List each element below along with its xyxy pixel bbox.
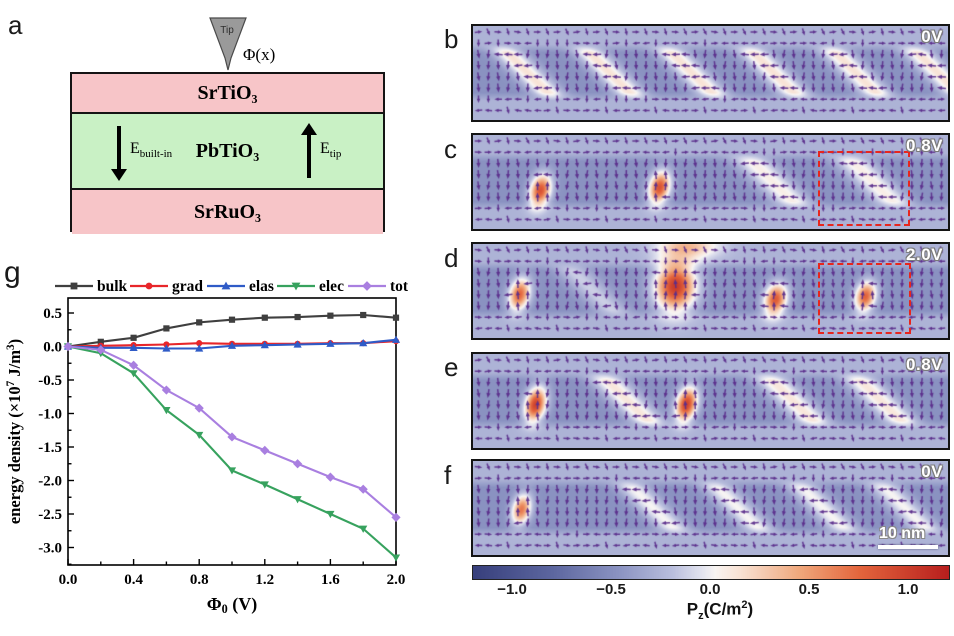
- colorbar-tick-0: −1.0: [497, 581, 527, 598]
- colorbar-tick-1: −0.5: [596, 581, 626, 598]
- svg-text:elec: elec: [319, 278, 344, 295]
- layer-srtio3: SrTiO₃: [72, 74, 383, 112]
- svg-text:0.8: 0.8: [190, 572, 209, 588]
- chart-frame: [67, 297, 397, 566]
- scalebar-label: 10 nm: [879, 525, 926, 542]
- vector-field-canvas-d: [473, 244, 948, 338]
- svg-text:-1.5: -1.5: [38, 440, 62, 456]
- svg-text:2.0: 2.0: [387, 572, 406, 588]
- chart-legend: bulk grad elas elec tot: [55, 278, 409, 295]
- energy-density-chart: 0.5 0.0 -0.5 -1.0 -1.5 -2.0 -2.5 -3.0 0.0 0.4 0.8 1…: [5, 278, 409, 616]
- arrow-up-icon: [301, 123, 317, 135]
- vector-map-panel-c: 0.8V: [471, 133, 950, 231]
- colorbar-tick-4: 1.0: [897, 581, 919, 598]
- svg-text:-0.5: -0.5: [38, 373, 62, 389]
- svg-text:-2.0: -2.0: [38, 474, 62, 490]
- e-tip-label: Etip: [320, 140, 342, 161]
- series-elec: [63, 343, 401, 562]
- arrow-down-icon: [111, 169, 127, 181]
- svg-text:bulk: bulk: [97, 278, 128, 295]
- layer-sruo3: SrRuO₃: [72, 190, 383, 234]
- svg-text:0.4: 0.4: [124, 572, 143, 588]
- layer-sruo3-label: SrRuO₃: [193, 200, 262, 223]
- chart-xlabel: Φ0 (V): [207, 594, 258, 616]
- voltage-label-e: 0.8V: [906, 355, 943, 374]
- panel-label-d: d: [444, 243, 459, 273]
- series-elas: [63, 335, 401, 352]
- vector-field-canvas-e: [473, 354, 948, 448]
- film-stack: SrTiO₃ PbTiO₃ Ebuilt-in Etip SrRuO₃: [70, 72, 385, 234]
- vector-field-canvas-c: [473, 135, 948, 229]
- svg-text:elas: elas: [249, 278, 274, 295]
- layer-srtio3-label: SrTiO₃: [197, 81, 258, 104]
- panel-label-g: g: [4, 256, 21, 289]
- svg-text:-3.0: -3.0: [38, 541, 62, 557]
- tip-shape: [209, 17, 247, 71]
- voltage-label-f: 0V: [921, 462, 943, 481]
- svg-text:1.2: 1.2: [255, 572, 274, 588]
- panel-label-a: a: [8, 10, 23, 40]
- colorbar-tick-2: 0.0: [699, 581, 721, 598]
- scalebar: [878, 545, 938, 549]
- layer-pbtio3: PbTiO₃ Ebuilt-in Etip: [72, 112, 383, 190]
- chart-ylabel: energy density (×107 J/m3): [5, 339, 24, 524]
- voltage-label-d: 2.0V: [906, 245, 943, 264]
- chart-tick-labels: 0.5 0.0 -0.5 -1.0 -1.5 -2.0 -2.5 -3.0 0.0 0.4 0.8 1…: [38, 306, 405, 588]
- panel-label-e: e: [444, 352, 459, 382]
- svg-text:grad: grad: [172, 278, 203, 295]
- panel-label-b: b: [444, 24, 459, 54]
- vector-field-canvas-b: [473, 26, 948, 120]
- e-tip-arrow: [301, 123, 317, 178]
- e-builtin-label: Ebuilt-in: [130, 140, 173, 161]
- tip-graphic: Tip: [209, 17, 247, 71]
- panel-label-f: f: [444, 460, 452, 490]
- series-tot: [63, 341, 401, 522]
- layer-pbtio3-label: PbTiO₃: [195, 139, 260, 162]
- svg-text:0.0: 0.0: [59, 572, 78, 588]
- svg-text:1.6: 1.6: [321, 572, 340, 588]
- vector-map-panel-e: 0.8V: [471, 352, 950, 450]
- colorbar-tick-3: 0.5: [798, 581, 820, 598]
- colorbar-gradient: [472, 565, 950, 580]
- tip-label: Tip: [220, 25, 234, 36]
- svg-text:0.5: 0.5: [43, 306, 62, 322]
- svg-text:-1.0: -1.0: [38, 407, 62, 423]
- roi-dashed-rect-c: [818, 151, 910, 226]
- vector-field-canvas-f: [473, 461, 948, 555]
- panel-label-c: c: [444, 134, 457, 164]
- voltage-label-b: 0V: [921, 27, 943, 46]
- colorbar-title: Pz(C/m2): [686, 599, 754, 623]
- svg-text:0.0: 0.0: [43, 340, 62, 356]
- e-builtin-arrow: [111, 126, 127, 181]
- vector-map-panel-f: 0V 10 nm: [471, 459, 950, 557]
- svg-text:tot: tot: [390, 278, 409, 295]
- vector-map-panel-d: 2.0V: [471, 242, 950, 340]
- tip-potential-label: Φ(x): [243, 45, 276, 64]
- svg-text:-2.5: -2.5: [38, 507, 62, 523]
- roi-dashed-rect-d: [818, 263, 911, 334]
- colorbar: −1.0 −0.5 0.0 0.5 1.0 Pz(C/m2): [472, 565, 950, 622]
- vector-map-panel-b: 0V: [471, 24, 950, 122]
- voltage-label-c: 0.8V: [906, 136, 943, 155]
